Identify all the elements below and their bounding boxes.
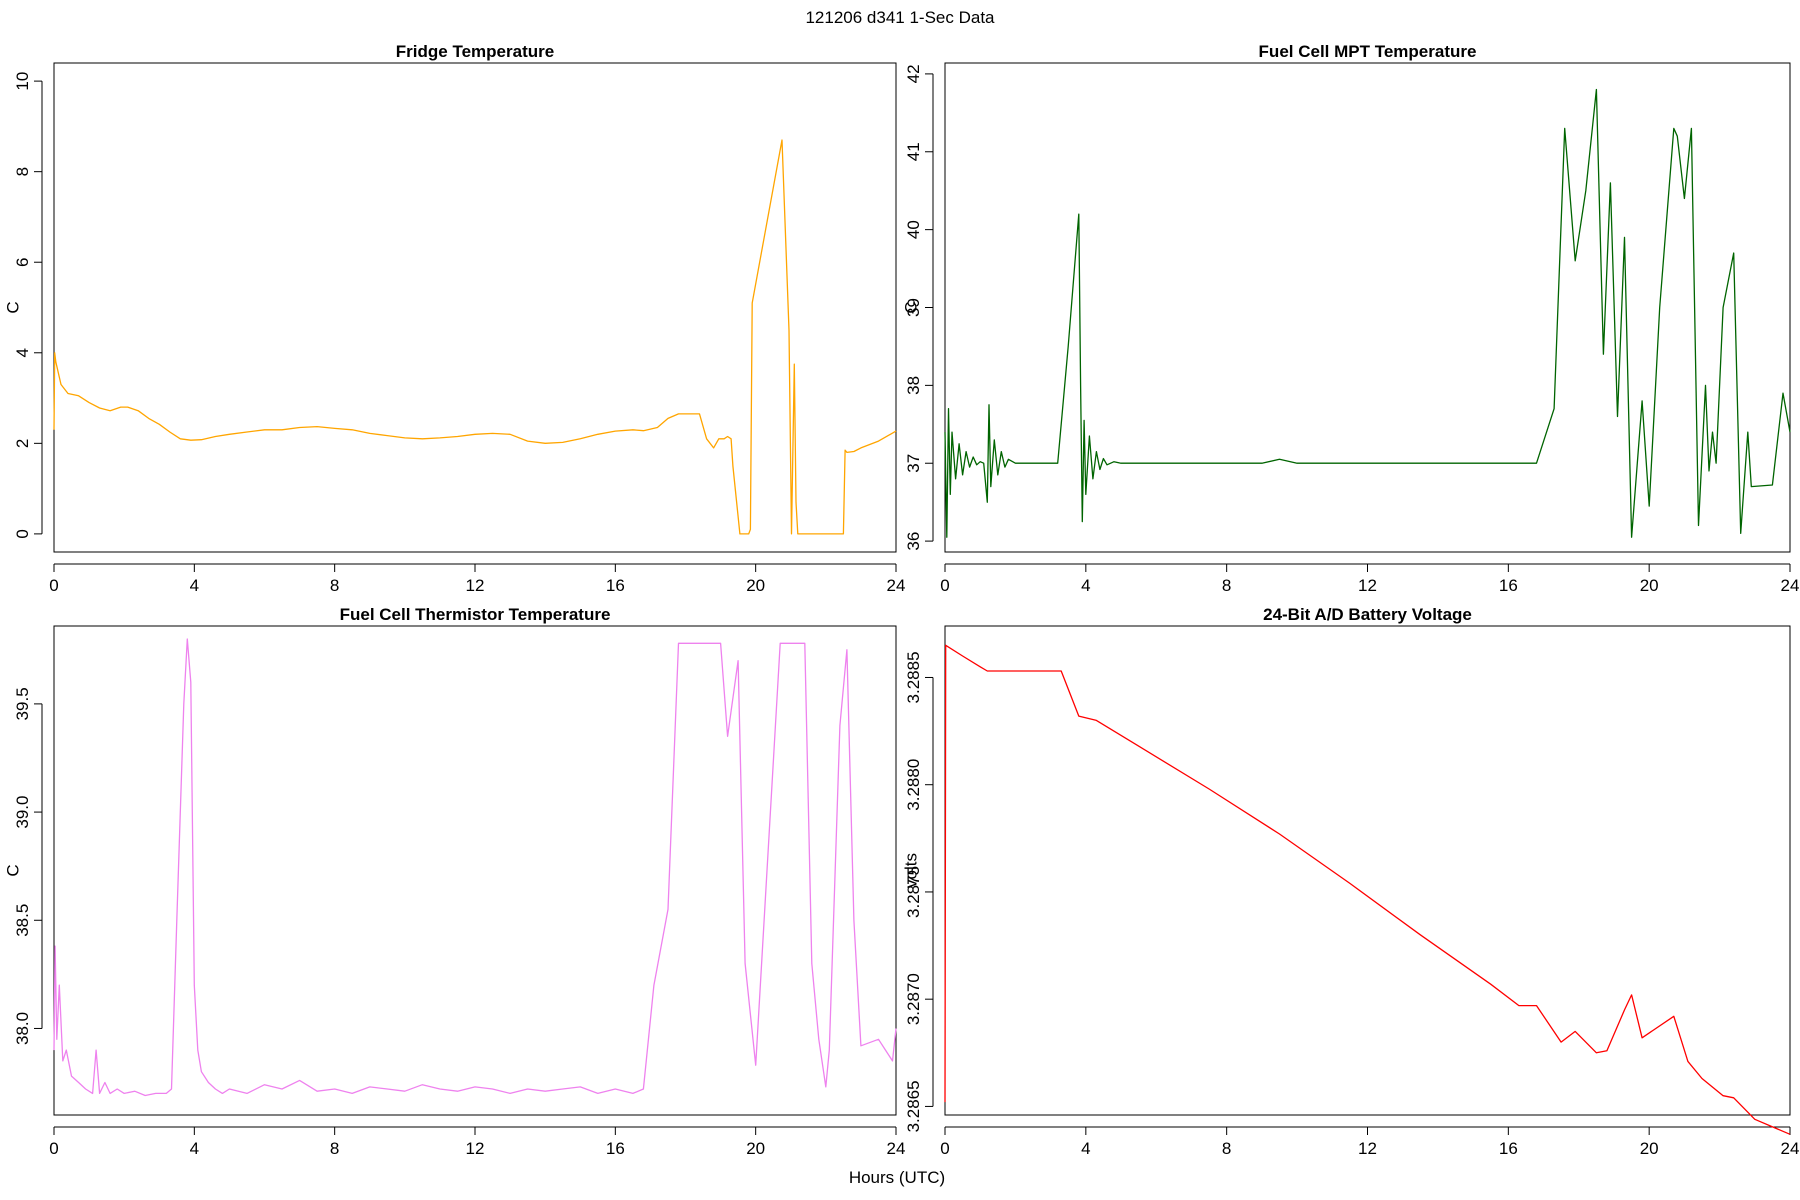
chart-2-x-tick-label: 0 (49, 1139, 58, 1158)
chart-2-x-tick-label: 24 (887, 1139, 906, 1158)
chart-1-x-tick-label: 20 (1640, 576, 1659, 595)
chart-2-y-tick-label: 38.5 (13, 904, 32, 937)
chart-0-y-tick-label: 0 (13, 529, 32, 538)
chart-3-y-tick-label: 3.2870 (904, 973, 923, 1025)
chart-3-x-tick-label: 0 (940, 1139, 949, 1158)
chart-3-y-axis-label: volts (901, 853, 920, 888)
chart-2-y-tick-label: 39.0 (13, 796, 32, 829)
chart-3-series-line (944, 644, 1791, 1135)
chart-1-x-tick-label: 16 (1499, 576, 1518, 595)
chart-2-series-line (53, 638, 897, 1097)
chart-1-y-tick-label: 40 (904, 220, 923, 239)
chart-1-title: Fuel Cell MPT Temperature (1259, 42, 1477, 61)
chart-0-title: Fridge Temperature (396, 42, 554, 61)
chart-1-x-tick-label: 24 (1781, 576, 1800, 595)
figure-title: 121206 d341 1-Sec Data (805, 8, 995, 27)
chart-1-plot-frame (944, 62, 1791, 553)
chart-3-y-tick-label: 3.2880 (904, 759, 923, 811)
chart-1-y-tick-label: 38 (904, 376, 923, 395)
chart-1-y-tick-label: 39 (904, 298, 923, 317)
chart-2-title: Fuel Cell Thermistor Temperature (340, 605, 611, 624)
chart-1-y-tick-label: 36 (904, 532, 923, 551)
chart-3-x-tick-label: 24 (1781, 1139, 1800, 1158)
chart-3-x-tick-label: 16 (1499, 1139, 1518, 1158)
chart-3-title: 24-Bit A/D Battery Voltage (1263, 605, 1472, 624)
chart-0-y-tick-label: 4 (13, 348, 32, 357)
chart-0-y-axis-label: C (3, 301, 22, 313)
chart-1-y-tick-label: 41 (904, 142, 923, 161)
chart-0-x-tick-label: 24 (887, 576, 906, 595)
chart-1-x-tick-label: 12 (1358, 576, 1377, 595)
chart-2-y-axis-label: C (3, 864, 22, 876)
chart-1-series-line (944, 88, 1791, 538)
chart-3-x-tick-label: 20 (1640, 1139, 1659, 1158)
chart-1-x-tick-label: 4 (1081, 576, 1090, 595)
chart-0-x-tick-label: 12 (466, 576, 485, 595)
chart-0-y-tick-label: 2 (13, 439, 32, 448)
chart-3-y-tick-label: 3.2865 (904, 1080, 923, 1132)
chart-0-x-tick-label: 0 (49, 576, 58, 595)
chart-2-plot-frame (53, 625, 897, 1116)
chart-0-y-tick-label: 8 (13, 167, 32, 176)
panel-battery-voltage: 24-Bit A/D Battery Voltage 0 4 8 12 16 20 24 3.2… (901, 605, 1799, 1158)
panel-fuel-cell-mpt-temperature: Fuel Cell MPT Temperature 0 4 8 12 16 20 24 36 37… (901, 42, 1799, 595)
chart-0-x-tick-label: 8 (330, 576, 339, 595)
chart-1-x-tick-label: 8 (1222, 576, 1231, 595)
chart-0-x-tick-label: 4 (190, 576, 199, 595)
chart-2-y-tick-label: 38.0 (13, 1012, 32, 1045)
chart-2-x-tick-label: 16 (606, 1139, 625, 1158)
chart-3-y-tick-label: 3.2885 (904, 651, 923, 703)
chart-0-y-tick-label: 6 (13, 257, 32, 266)
panel-fuel-cell-thermistor-temperature: Fuel Cell Thermistor Temperature 0 4 8 12 16 2… (3, 605, 905, 1158)
chart-2-y-tick-label: 39.5 (13, 687, 32, 720)
chart-2-x-tick-label: 4 (190, 1139, 199, 1158)
chart-3-y-tick-label: 3.2875 (904, 866, 923, 918)
chart-0-x-tick-label: 20 (746, 576, 765, 595)
chart-2-x-tick-label: 20 (746, 1139, 765, 1158)
chart-1-y-tick-label: 37 (904, 454, 923, 473)
chart-3-x-tick-label: 4 (1081, 1139, 1090, 1158)
chart-3-x-tick-label: 8 (1222, 1139, 1231, 1158)
chart-0-plot-frame (53, 62, 897, 553)
chart-1-y-tick-label: 42 (904, 64, 923, 83)
chart-0-series-line (53, 139, 897, 535)
chart-1-y-axis-label: C (901, 301, 920, 313)
chart-2-x-tick-label: 12 (466, 1139, 485, 1158)
chart-3-x-tick-label: 12 (1358, 1139, 1377, 1158)
chart-0-y-tick-label: 10 (13, 72, 32, 91)
chart-2-x-tick-label: 8 (330, 1139, 339, 1158)
chart-1-x-tick-label: 0 (940, 576, 949, 595)
chart-0-x-tick-label: 16 (606, 576, 625, 595)
common-x-axis-label: Hours (UTC) (849, 1168, 945, 1187)
